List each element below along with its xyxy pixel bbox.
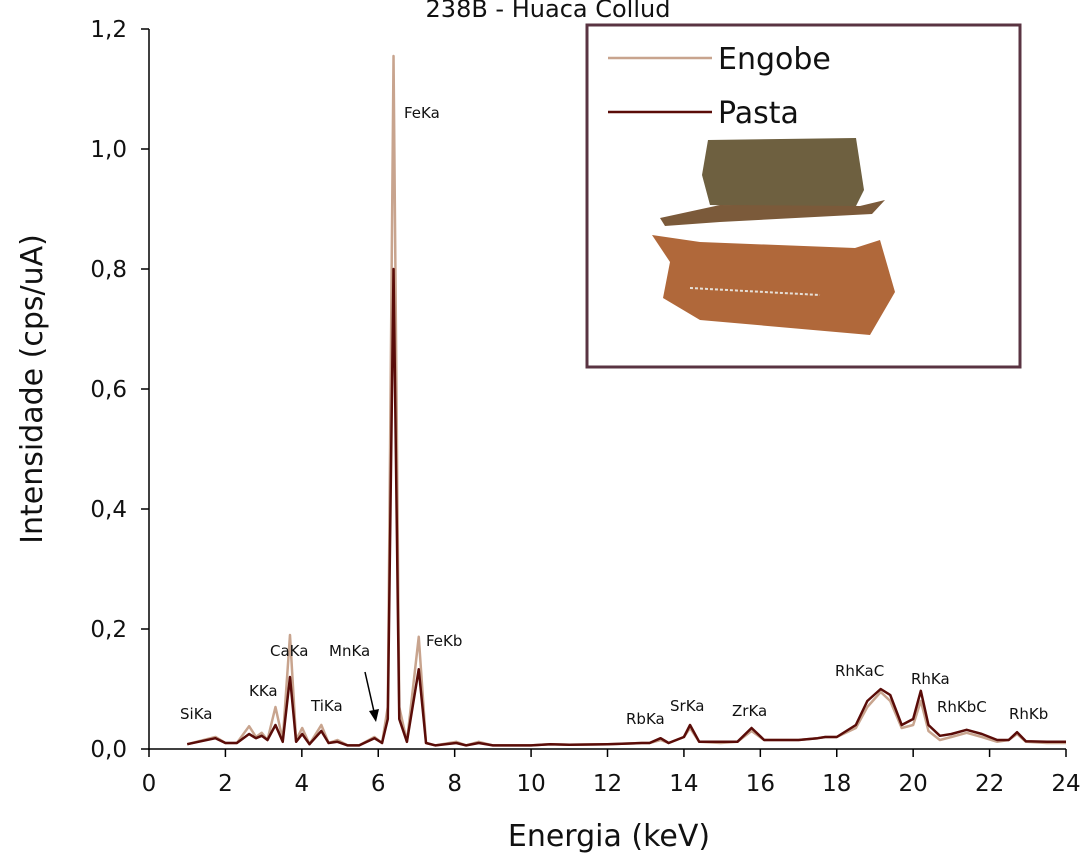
peak-label: SrKa: [670, 697, 704, 715]
chart-title: 238B - Huaca Collud: [426, 0, 671, 23]
x-tick-label: 18: [822, 771, 851, 797]
x-axis-label: Energia (keV): [508, 819, 710, 854]
peak-label: RhKa: [911, 670, 950, 688]
y-tick-label: 0,0: [90, 737, 127, 763]
peak-label: FeKb: [426, 632, 462, 650]
legend-photo: [652, 138, 895, 335]
sherd-top: [702, 138, 864, 208]
x-tick-label: 4: [295, 771, 310, 797]
peak-label: RhKaC: [835, 662, 884, 680]
y-tick-label: 1,0: [90, 137, 127, 163]
peak-label: RhKb: [1009, 705, 1048, 723]
peak-label: RhKbC: [937, 698, 987, 716]
y-tick-label: 0,4: [90, 497, 127, 523]
annotation-arrow: [364, 671, 376, 717]
y-tick-label: 0,8: [90, 257, 127, 283]
peak-label: ZrKa: [732, 702, 767, 720]
y-axis-label: Intensidade (cps/uA): [15, 234, 50, 544]
x-tick-label: 12: [593, 771, 622, 797]
legend-label: Pasta: [718, 96, 799, 131]
peak-label: MnKa: [329, 642, 370, 660]
x-tick-label: 6: [371, 771, 386, 797]
peak-label: KKa: [249, 682, 278, 700]
x-tick-label: 20: [899, 771, 928, 797]
x-tick-label: 24: [1051, 771, 1080, 797]
peak-label: TiKa: [310, 697, 343, 715]
x-tick-label: 0: [142, 771, 157, 797]
x-tick-label: 10: [516, 771, 545, 797]
legend-label: Engobe: [718, 42, 831, 77]
peak-label: SiKa: [180, 705, 212, 723]
peak-label: RbKa: [626, 710, 665, 728]
sherd-mark: [689, 287, 821, 296]
arrow-head: [369, 709, 379, 722]
y-tick-label: 0,2: [90, 617, 127, 643]
peak-label: FeKa: [404, 104, 440, 122]
x-tick-label: 16: [746, 771, 775, 797]
plot-lines: [186, 54, 1066, 747]
x-tick-label: 14: [669, 771, 698, 797]
y-tick-label: 1,2: [90, 17, 127, 43]
y-tick-label: 0,6: [90, 377, 127, 403]
sherd-bottom: [652, 235, 895, 335]
x-tick-label: 2: [218, 771, 233, 797]
legend: [585, 23, 1022, 369]
sherd-rim: [660, 200, 885, 226]
series-line: [186, 267, 1066, 747]
x-tick-label: 22: [975, 771, 1004, 797]
peak-label: CaKa: [270, 642, 308, 660]
x-tick-label: 8: [447, 771, 462, 797]
